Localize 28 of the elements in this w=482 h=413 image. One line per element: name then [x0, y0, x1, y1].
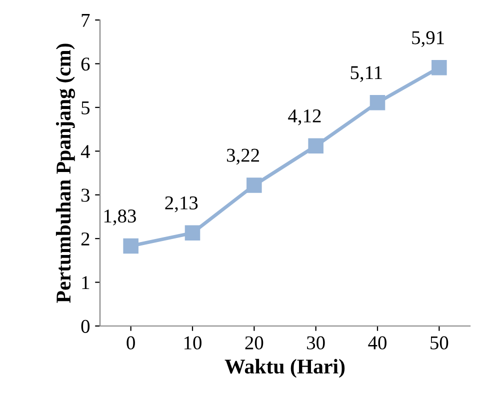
data-label: 3,22: [226, 148, 259, 165]
y-axis-title: Pertumbuhan Ppanjang (cm): [56, 44, 75, 303]
point: [370, 94, 386, 110]
data-label: 5,11: [350, 66, 382, 82]
x-tick-label: 20: [245, 336, 264, 350]
point: [308, 138, 324, 154]
x-axis-title: Waktu (Hari): [224, 358, 345, 378]
data-label: 4,12: [288, 109, 321, 126]
y-tick-label: 5: [82, 101, 90, 114]
x-tick-label: 10: [184, 336, 202, 350]
y-tick-label: 0: [81, 320, 90, 333]
point: [432, 60, 447, 76]
y-tick-label: 7: [82, 14, 90, 27]
x-tick-label: 50: [430, 336, 448, 350]
point: [123, 238, 138, 254]
x-tick-label: 40: [368, 336, 386, 350]
data-label: 5,91: [412, 31, 444, 48]
x-tick-label: 30: [307, 336, 325, 350]
data-label: 2,13: [165, 196, 198, 212]
y-tick-label: 1: [82, 276, 90, 290]
y-tick-label: 3: [81, 188, 90, 202]
x-tick-label: 0: [126, 336, 135, 350]
point: [246, 178, 262, 193]
y-tick-label: 4: [80, 145, 90, 158]
point: [184, 225, 200, 241]
data-label: 1,83: [104, 209, 136, 226]
y-tick-label: 2: [81, 232, 90, 246]
y-tick-label: 6: [81, 58, 90, 71]
